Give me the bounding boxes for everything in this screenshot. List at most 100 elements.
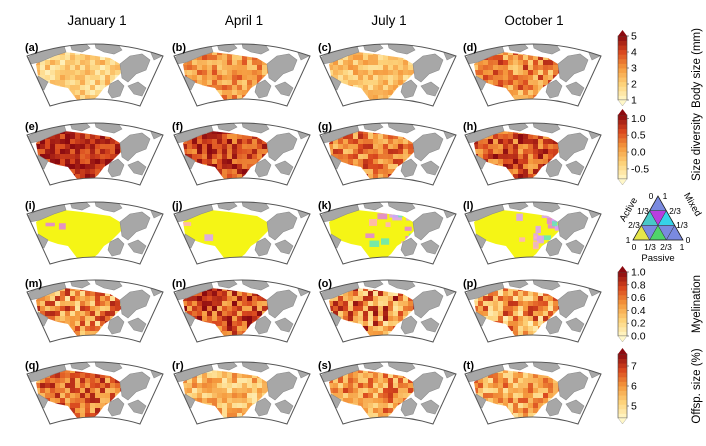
map-land [545, 315, 563, 335]
map-cell [533, 60, 539, 66]
colorbar-max-arrow [618, 30, 627, 36]
map-cell [553, 65, 559, 71]
map-cell [100, 336, 106, 340]
colorbar-title: Myelination [691, 275, 703, 333]
map-cell [378, 311, 384, 317]
map-cell [272, 184, 277, 189]
map-cell [358, 80, 364, 86]
map-cell [553, 70, 559, 76]
map-land [326, 403, 336, 417]
map-cell [125, 119, 130, 124]
map-cell [110, 154, 116, 160]
map-cell [468, 423, 473, 428]
map-cell [398, 55, 404, 61]
map-cell [115, 276, 120, 281]
map-cell [533, 418, 539, 422]
map-cell [333, 60, 339, 66]
map-cell [493, 65, 499, 71]
map-cell [110, 341, 115, 346]
map-cell [533, 184, 538, 189]
map-cell [242, 70, 248, 76]
map-cell [60, 393, 66, 399]
map-cell [70, 408, 76, 414]
map-cell [513, 403, 519, 409]
map-cell [538, 60, 544, 66]
map-cell [538, 154, 544, 160]
map-cell [45, 149, 51, 155]
map-cell [543, 80, 549, 86]
map-cell [75, 105, 80, 110]
map-cell [45, 65, 51, 71]
map-cell [343, 40, 348, 45]
map-cell [36, 306, 41, 312]
map-cell [378, 60, 384, 66]
map-land [274, 399, 294, 415]
map-cell [538, 159, 544, 165]
map-cell [508, 398, 514, 404]
map-cell [55, 316, 61, 322]
map-cell [50, 276, 55, 281]
map-cell [358, 301, 364, 307]
map-cell [493, 306, 499, 312]
map-cell [363, 80, 369, 86]
map-cell [183, 403, 188, 409]
map-cell [383, 149, 389, 155]
map-cell [518, 154, 524, 160]
map-cell [85, 144, 91, 150]
map-cell [212, 373, 218, 379]
map-cell [212, 164, 218, 170]
map-cell [523, 144, 529, 150]
map-cell [353, 134, 359, 140]
map-cell [36, 179, 41, 183]
map-land [565, 399, 585, 415]
map-cell [418, 105, 423, 110]
map-cell [105, 179, 111, 183]
map-cell [222, 288, 228, 292]
map-cell [65, 316, 71, 322]
map-cell [329, 85, 334, 91]
map-cell [383, 301, 389, 307]
map-cell [478, 413, 484, 419]
map-cell [80, 301, 86, 307]
map-cell [197, 139, 203, 145]
map-cell [237, 169, 243, 175]
map-cell [538, 105, 543, 110]
map-cell [508, 296, 514, 302]
map-cell [183, 100, 188, 104]
map-cell [222, 331, 228, 337]
map-land [180, 403, 190, 417]
map-cell [368, 326, 374, 332]
map-cell [508, 321, 514, 327]
map-land [266, 289, 298, 319]
colorbar-step [618, 367, 627, 373]
map-cell [222, 316, 228, 322]
map-cell [503, 373, 509, 379]
map-cell [488, 159, 494, 165]
map-cell [388, 326, 394, 332]
map-cell [383, 398, 389, 404]
map-cell [503, 70, 509, 76]
map-cell [227, 164, 233, 170]
map-cell [262, 70, 268, 76]
map-cell [503, 52, 509, 56]
map-cell [358, 316, 364, 322]
map-cell [207, 341, 212, 346]
map-cell [105, 398, 111, 404]
colorbar-tick-label: 0.4 [631, 305, 646, 317]
map-land [107, 79, 125, 99]
map-cell [493, 383, 499, 389]
map-cell [353, 370, 359, 374]
map-cell [363, 164, 369, 170]
map-land [565, 81, 585, 97]
map-cell [473, 105, 478, 110]
panel-label: (s) [318, 360, 332, 372]
map-cell [558, 276, 563, 281]
map-cell [212, 80, 218, 86]
map-cell [329, 179, 334, 183]
colorbar-step [618, 413, 627, 419]
map-cell [242, 336, 248, 340]
map-cell [50, 65, 56, 71]
map-cell [373, 75, 379, 81]
map-cell [50, 301, 56, 307]
map-cell [333, 65, 339, 71]
